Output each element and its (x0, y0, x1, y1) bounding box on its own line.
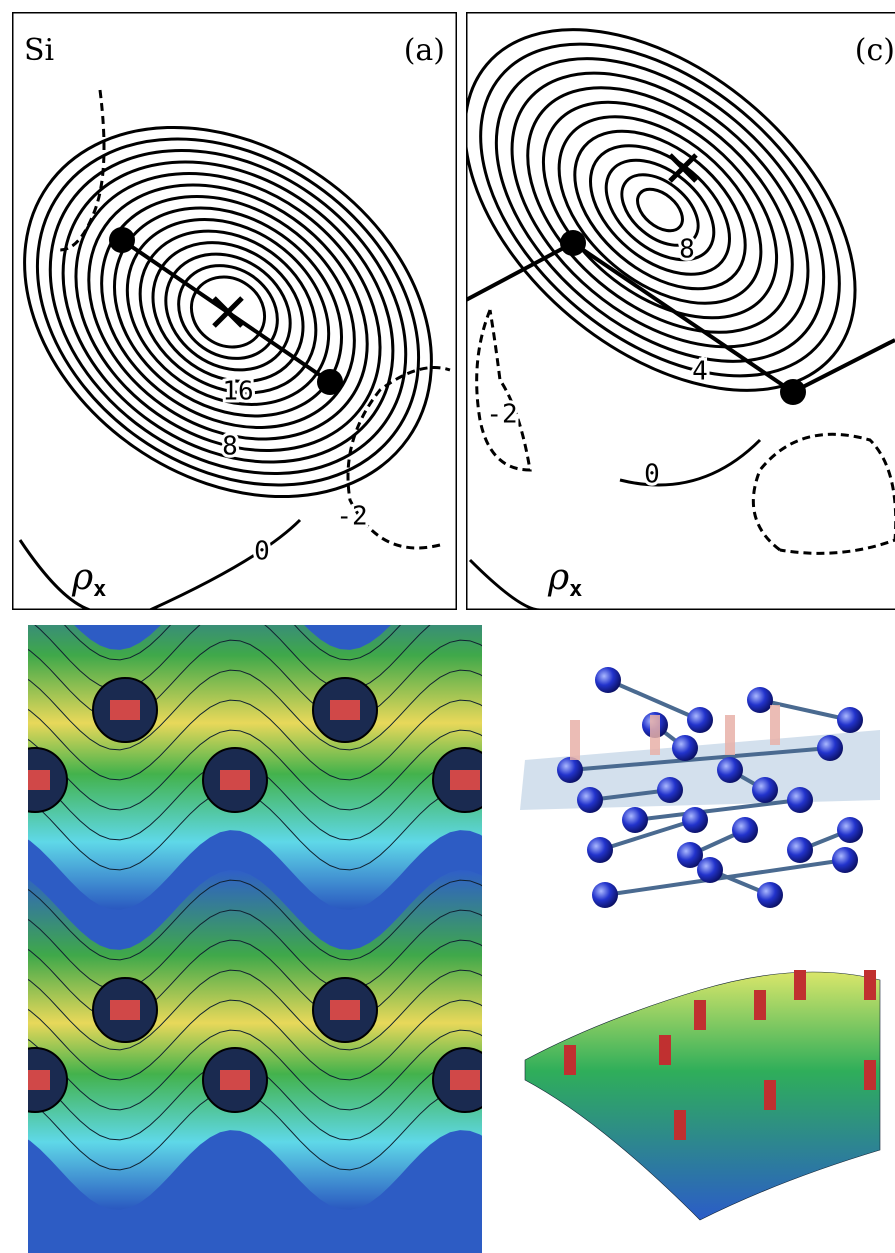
atom-peak (330, 700, 360, 720)
atom-peak (220, 1070, 250, 1090)
density-map (0, 570, 520, 1253)
atom (109, 227, 135, 253)
atom-ball (837, 817, 863, 843)
atom-ball (732, 817, 758, 843)
atom-ball (717, 757, 743, 783)
atom-peak (220, 770, 250, 790)
contour-label: -2 (486, 400, 517, 430)
panel-label: (a) (404, 33, 445, 68)
atom-ball (682, 807, 708, 833)
atom-ball (837, 707, 863, 733)
symbol: ρ (71, 557, 93, 598)
atom (780, 379, 806, 405)
element-label: Si (24, 33, 54, 68)
contour-label: 8 (222, 432, 238, 462)
atom-ball (787, 837, 813, 863)
atom-peak (450, 1070, 480, 1090)
atom-ball (587, 837, 613, 863)
render-3d (520, 667, 880, 1220)
contour-label: 0 (644, 460, 660, 490)
contour-label: -2 (336, 502, 367, 532)
density-spike (794, 970, 806, 1000)
density-spike (570, 720, 580, 760)
panel-c: 8 4 -2 0 (c) ρx (397, 0, 895, 610)
atom-ball (757, 882, 783, 908)
atom-peak (20, 1070, 50, 1090)
frame (466, 12, 895, 610)
atom-peak (330, 1000, 360, 1020)
density-spike (770, 705, 780, 745)
atom-ball (592, 882, 618, 908)
frame (12, 12, 457, 610)
atom-ball (747, 687, 773, 713)
atom-ball (817, 735, 843, 761)
panel-a: 16 8 0 -2 Si (a) ρx (0, 12, 503, 610)
atom-ball (752, 777, 778, 803)
figure: 16 8 0 -2 Si (a) ρx 8 4 -2 0 (c) ρx (0, 0, 895, 1253)
atom-peak (450, 770, 480, 790)
atom (317, 369, 343, 395)
density-spike (764, 1080, 776, 1110)
atom-ball (672, 735, 698, 761)
density-spike (564, 1045, 576, 1075)
density-spike (864, 970, 876, 1000)
contour-label: 8 (679, 235, 695, 265)
subscript: x (93, 577, 106, 602)
symbol: ρ (547, 557, 569, 598)
density-spike (694, 1000, 706, 1030)
density-spike (659, 1035, 671, 1065)
atom-peak (110, 700, 140, 720)
atom-ball (622, 807, 648, 833)
density-spike (650, 715, 660, 755)
contour-label: 4 (692, 357, 708, 387)
panel-label: (c) (855, 33, 895, 68)
contour-label: 16 (222, 377, 253, 407)
atom-ball (577, 787, 603, 813)
bond (600, 820, 695, 850)
subscript: x (569, 577, 582, 602)
density-spike (754, 990, 766, 1020)
contour-label: 0 (254, 537, 270, 567)
atom-ball (595, 667, 621, 693)
atom-ball (832, 847, 858, 873)
atom-ball (557, 757, 583, 783)
atom-peak (20, 770, 50, 790)
density-spike (674, 1110, 686, 1140)
density-spike (725, 715, 735, 755)
atom-ball (787, 787, 813, 813)
atom-peak (110, 1000, 140, 1020)
atom-ball (687, 707, 713, 733)
atom-ball (657, 777, 683, 803)
density-spike (864, 1060, 876, 1090)
atom-ball (697, 857, 723, 883)
atom (560, 230, 586, 256)
